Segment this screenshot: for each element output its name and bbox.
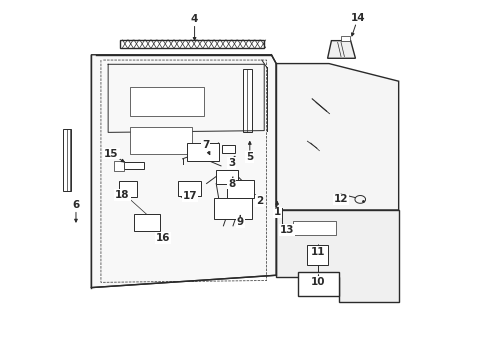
Polygon shape	[91, 55, 276, 288]
Text: 12: 12	[334, 194, 348, 204]
Bar	[243, 69, 252, 132]
Text: 18: 18	[115, 190, 130, 200]
Bar	[120, 40, 264, 48]
Bar	[178, 181, 201, 196]
Bar	[307, 245, 328, 265]
Bar	[222, 145, 235, 153]
Text: 7: 7	[202, 140, 209, 150]
Bar	[187, 143, 219, 161]
Polygon shape	[276, 64, 399, 210]
Text: 5: 5	[246, 152, 253, 162]
Bar	[298, 273, 339, 296]
Text: 16: 16	[156, 233, 171, 243]
Text: 13: 13	[280, 225, 294, 235]
Bar	[63, 129, 71, 190]
Text: 8: 8	[228, 179, 235, 189]
Bar	[114, 161, 124, 171]
Bar	[214, 198, 252, 219]
Text: 14: 14	[350, 13, 365, 23]
Text: 15: 15	[104, 149, 119, 158]
Bar	[293, 221, 336, 235]
Bar	[130, 86, 204, 117]
Text: 10: 10	[311, 277, 326, 287]
Text: 17: 17	[182, 191, 197, 201]
Text: 9: 9	[237, 217, 244, 227]
Bar	[124, 162, 144, 170]
Bar	[216, 170, 238, 184]
Text: 4: 4	[191, 14, 198, 24]
Text: 6: 6	[73, 201, 79, 210]
Text: 3: 3	[228, 158, 235, 168]
Bar	[119, 181, 137, 197]
Text: 1: 1	[273, 207, 281, 217]
Text: 2: 2	[256, 196, 263, 206]
Bar	[341, 36, 350, 41]
Text: 11: 11	[311, 247, 326, 257]
Polygon shape	[328, 41, 355, 58]
Bar	[134, 214, 160, 231]
Polygon shape	[276, 210, 399, 302]
Bar	[130, 127, 192, 154]
Bar	[227, 180, 254, 198]
